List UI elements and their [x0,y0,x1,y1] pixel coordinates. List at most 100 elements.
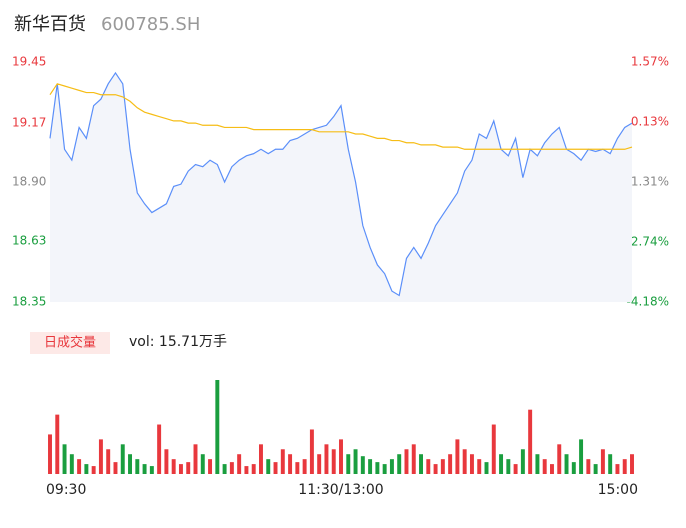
volume-bar [593,464,598,474]
volume-bar [448,454,453,474]
stock-name: 新华百货 [14,14,86,35]
volume-bar [491,424,496,474]
volume-bar [193,444,198,474]
x-tick-label: 09:30 [46,482,86,498]
price-line [49,71,633,297]
volume-bar [571,462,576,474]
volume-bar [557,444,562,474]
volume-bar [513,464,518,474]
volume-bar [164,449,169,474]
volume-bar [62,444,67,474]
volume-bar [128,454,133,474]
volume-bar [77,459,82,474]
volume-bar [440,459,445,474]
volume-bar [520,449,525,474]
volume-bar [389,459,394,474]
volume-bar [622,459,627,474]
volume-bar [229,462,234,474]
volume-bar [331,449,336,474]
volume-bar [535,454,540,474]
volume-bar [549,464,554,474]
volume-bar [120,444,125,474]
volume-bar [273,462,278,474]
y2-tick-label: 0.13% [631,115,669,129]
volume-bar [244,466,249,474]
volume-bar [55,414,60,474]
volume-bar [106,449,111,474]
stock-code: 600785.SH [101,14,200,35]
volume-total: vol: 15.71万手 [129,334,227,350]
price-area [50,72,632,302]
volume-bar [404,449,409,474]
volume-bar [630,454,634,474]
volume-bar [499,454,504,474]
volume-bar [579,439,584,474]
y-tick-label: 19.45 [12,55,46,69]
volume-bar [135,459,140,474]
volume-bar [98,439,103,474]
volume-bar [455,439,460,474]
volume-bar [477,459,482,474]
volume-title: 日成交量 [44,335,96,351]
volume-bar [215,380,220,474]
y-tick-label: 19.17 [12,116,46,130]
volume-bar [324,444,329,474]
volume-bar [462,449,467,474]
y-tick-label: 18.35 [12,295,46,309]
volume-tab [30,332,110,354]
volume-bar [251,464,256,474]
volume-bar [186,462,191,474]
volume-bar [586,459,591,474]
volume-bar [600,449,605,474]
x-tick-label: 15:00 [598,482,638,498]
volume-bar [178,464,183,474]
volume-bar [149,466,154,474]
volume-bar [142,464,147,474]
volume-bar [208,459,213,474]
y-tick-label: 18.63 [12,233,46,247]
volume-bar [171,459,176,474]
average-line [49,83,633,150]
volume-bar [84,464,89,474]
volume-bar [237,454,242,474]
y2-tick-label: 1.57% [631,55,669,69]
volume-bar [157,424,162,474]
volume-bar [469,454,474,474]
volume-bar [295,462,300,474]
volume-bar [375,462,380,474]
volume-bar [411,444,416,474]
volume-bar [200,454,205,474]
volume-bar [69,454,74,474]
volume-bar [368,459,373,474]
volume-bar [433,464,438,474]
x-tick-label: 11:30/13:00 [298,482,383,498]
volume-bar [258,444,263,474]
volume-bar [339,439,343,474]
volume-bar [302,459,307,474]
volume-bar [288,454,293,474]
y2-tick-label: -2.74% [627,234,669,248]
volume-bar [528,409,533,474]
volume-bar [353,449,358,474]
volume-bar [484,462,489,474]
volume-bar [113,462,118,474]
volume-bar [346,454,351,474]
volume-bar [397,454,402,474]
volume-bar [309,429,314,474]
volume-bar [542,459,547,474]
y2-tick-label: -1.31% [627,175,669,189]
volume-bar [506,459,511,474]
y-tick-label: 18.90 [12,175,46,189]
volume-bar [91,466,96,474]
volume-bar [280,449,285,474]
volume-bar [266,459,271,474]
volume-bar [426,459,431,474]
volume-bar [48,434,52,474]
y2-tick-label: -4.18% [627,295,669,309]
volume-bar [564,454,569,474]
volume-bar [419,454,424,474]
volume-bar [608,454,613,474]
volume-bar [222,464,227,474]
volume-bar [317,454,322,474]
